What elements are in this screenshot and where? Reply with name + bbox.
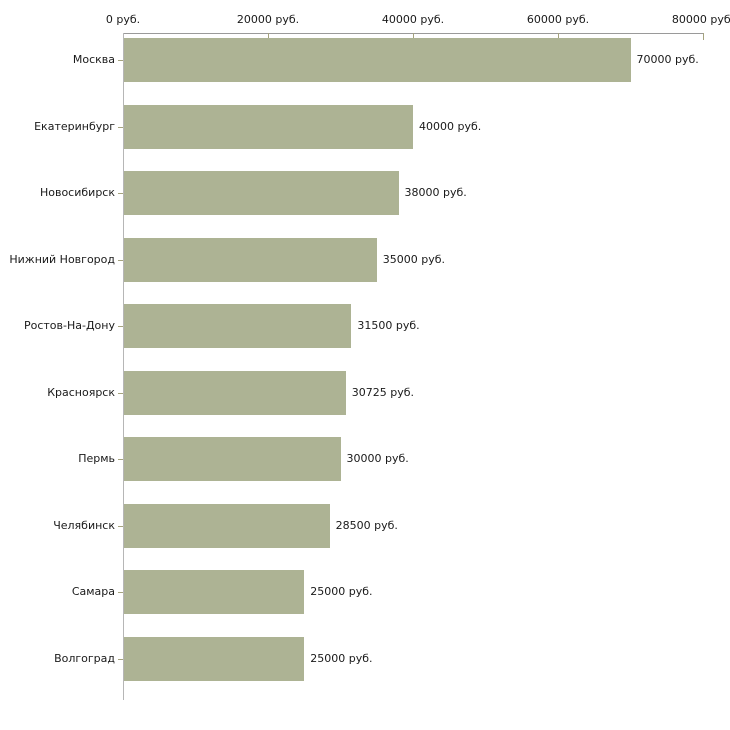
bar-value-label: 31500 руб. xyxy=(357,319,420,332)
y-axis-line xyxy=(123,33,124,700)
bar[interactable] xyxy=(124,104,413,149)
y-axis-tick-mark xyxy=(118,658,123,660)
category-label: Нижний Новгород xyxy=(9,252,115,266)
bar-value-label: 25000 руб. xyxy=(310,651,373,665)
bar[interactable] xyxy=(124,304,352,348)
category-label: Екатеринбург xyxy=(34,119,115,133)
y-axis-tick-mark xyxy=(118,326,123,327)
bar[interactable] xyxy=(124,237,377,282)
bar[interactable] xyxy=(124,636,305,681)
category-label: Самара xyxy=(71,585,115,598)
category-label: Ростов-На-Дону xyxy=(23,319,115,332)
y-axis-tick-mark xyxy=(118,60,123,61)
x-axis-tick-label: 60000 руб. xyxy=(526,13,590,26)
bar[interactable] xyxy=(124,570,305,614)
x-axis-tick-mark xyxy=(558,33,559,40)
y-axis-tick-mark xyxy=(118,592,123,593)
y-axis-tick-mark xyxy=(118,459,123,460)
bar-value-label: 40000 руб. xyxy=(419,119,482,133)
x-axis-tick-mark xyxy=(703,33,704,40)
bar[interactable] xyxy=(124,38,631,82)
bar-value-label: 35000 руб. xyxy=(382,252,446,266)
category-label: Пермь xyxy=(78,452,115,465)
bar-value-label: 38000 руб. xyxy=(404,186,467,199)
y-axis-tick-mark xyxy=(118,392,123,394)
category-label: Красноярск xyxy=(47,385,115,399)
y-axis-tick-mark xyxy=(118,193,123,194)
bar-value-label: 30000 руб. xyxy=(346,452,409,465)
category-label: Москва xyxy=(72,53,115,66)
x-axis-tick-label: 40000 руб. xyxy=(381,13,445,26)
y-axis-tick-mark xyxy=(118,259,123,261)
x-axis-tick-label: 0 руб. xyxy=(105,13,141,26)
bar[interactable] xyxy=(124,171,399,215)
category-label: Челябинск xyxy=(53,518,115,532)
x-axis-tick-mark xyxy=(413,33,414,40)
bar[interactable] xyxy=(124,503,330,548)
y-axis-tick-mark xyxy=(118,126,123,128)
x-axis-tick-mark xyxy=(268,33,269,40)
x-axis-tick-label: 80000 руб. xyxy=(671,13,730,26)
bar[interactable] xyxy=(124,370,346,415)
category-label: Новосибирск xyxy=(39,186,115,199)
bar-value-label: 28500 руб. xyxy=(335,518,398,532)
y-axis-tick-mark xyxy=(118,525,123,527)
bar-value-label: 25000 руб. xyxy=(310,585,373,598)
x-axis-tick-label: 20000 руб. xyxy=(236,13,300,26)
category-label: Волгоград xyxy=(54,651,115,665)
bar-value-label: 70000 руб. xyxy=(636,53,699,66)
bar[interactable] xyxy=(124,437,341,481)
bar-value-label: 30725 руб. xyxy=(351,385,415,399)
